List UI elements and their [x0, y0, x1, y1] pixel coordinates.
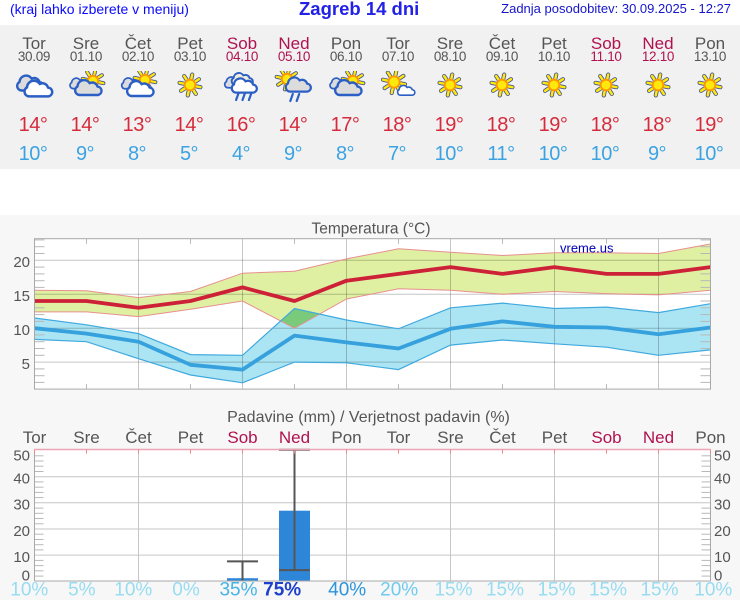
svg-text:20%: 20%: [380, 580, 418, 600]
svg-text:10%: 10%: [114, 580, 152, 600]
svg-text:20: 20: [714, 523, 731, 540]
svg-text:5: 5: [22, 356, 30, 373]
svg-text:15%: 15%: [537, 580, 575, 600]
svg-text:40%: 40%: [328, 580, 366, 600]
svg-text:40: 40: [13, 471, 30, 488]
svg-text:50: 50: [13, 448, 30, 465]
svg-text:15: 15: [13, 288, 30, 305]
svg-text:Pet: Pet: [178, 428, 204, 447]
svg-text:10: 10: [13, 549, 30, 566]
svg-text:Ned: Ned: [643, 428, 674, 447]
svg-text:Sre: Sre: [73, 428, 99, 447]
svg-text:50: 50: [714, 448, 731, 465]
svg-text:15%: 15%: [486, 580, 524, 600]
svg-text:Tor: Tor: [23, 428, 47, 447]
svg-text:Pon: Pon: [331, 428, 361, 447]
svg-text:0%: 0%: [172, 580, 200, 600]
svg-text:75%: 75%: [263, 580, 301, 600]
svg-text:Ned: Ned: [279, 428, 310, 447]
svg-text:20: 20: [13, 523, 30, 540]
svg-text:5%: 5%: [68, 580, 96, 600]
svg-text:0: 0: [22, 568, 30, 585]
svg-text:Temperatura (°C): Temperatura (°C): [311, 220, 430, 237]
svg-text:10%: 10%: [694, 580, 732, 600]
svg-text:Pet: Pet: [542, 428, 568, 447]
svg-text:Padavine (mm) / Verjetnost pad: Padavine (mm) / Verjetnost padavin (%): [227, 409, 510, 426]
svg-text:35%: 35%: [219, 580, 257, 600]
svg-text:15%: 15%: [434, 580, 472, 600]
svg-text:Sob: Sob: [591, 428, 621, 447]
svg-text:0: 0: [714, 568, 722, 585]
svg-text:10: 10: [13, 322, 30, 339]
svg-text:20: 20: [13, 254, 30, 271]
svg-text:Tor: Tor: [387, 428, 411, 447]
svg-text:15%: 15%: [589, 580, 627, 600]
svg-text:Čet: Čet: [489, 428, 516, 447]
svg-text:Čet: Čet: [125, 428, 152, 447]
svg-text:40: 40: [714, 471, 731, 488]
svg-text:10%: 10%: [10, 580, 48, 600]
svg-text:10: 10: [714, 549, 731, 566]
svg-text:Pon: Pon: [695, 428, 725, 447]
svg-text:vreme.us: vreme.us: [560, 241, 614, 256]
svg-text:30: 30: [13, 497, 30, 514]
svg-text:30: 30: [714, 497, 731, 514]
svg-text:Sob: Sob: [227, 428, 257, 447]
svg-text:15%: 15%: [640, 580, 678, 600]
svg-text:Sre: Sre: [437, 428, 463, 447]
